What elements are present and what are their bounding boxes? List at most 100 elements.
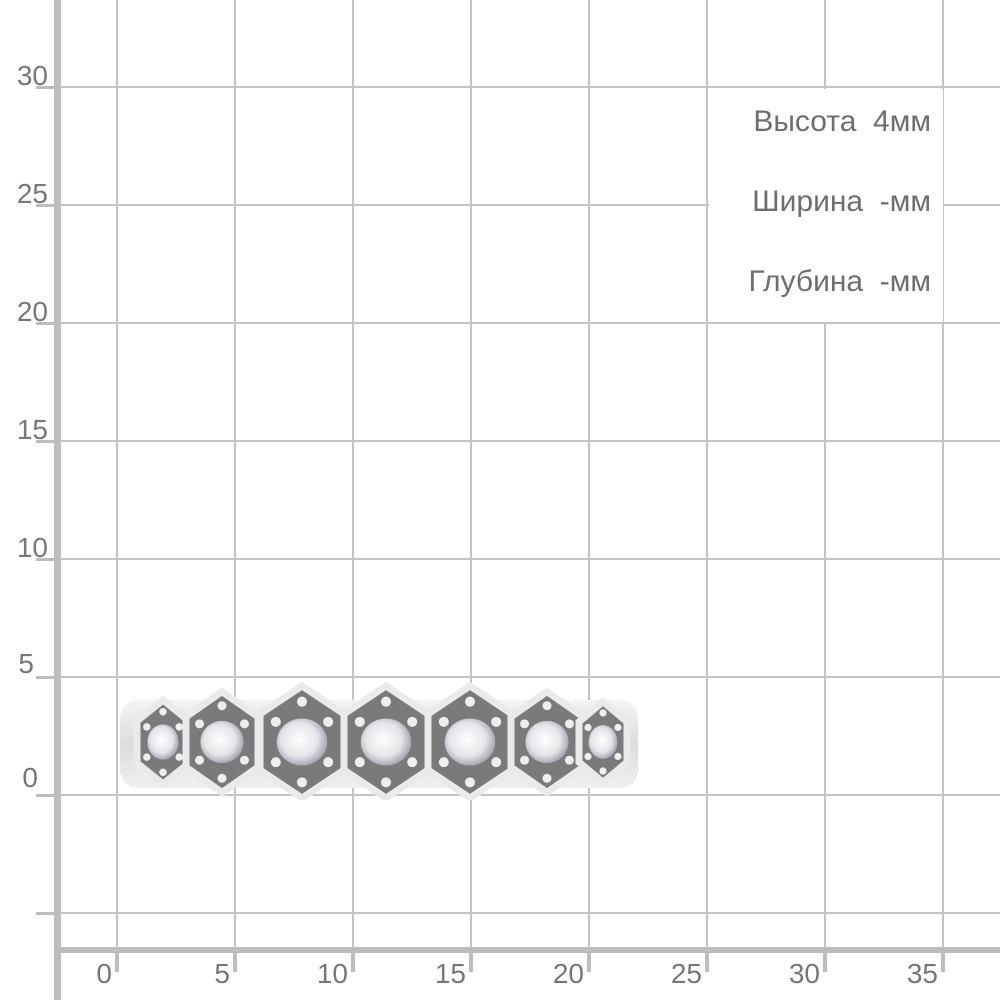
y-tick bbox=[36, 558, 56, 561]
x-label: 30 bbox=[788, 958, 820, 989]
prong bbox=[270, 757, 281, 768]
y-tick bbox=[36, 204, 56, 207]
grid-line-vertical bbox=[234, 0, 236, 950]
width-dimension: Ширина -мм bbox=[752, 185, 931, 218]
x-tick bbox=[823, 950, 827, 972]
prong bbox=[143, 723, 151, 731]
prong bbox=[217, 773, 227, 783]
x-label: 0 bbox=[96, 958, 112, 989]
prong bbox=[297, 696, 307, 707]
prong bbox=[270, 716, 281, 727]
grid-line-horizontal bbox=[58, 912, 1000, 914]
prong bbox=[491, 757, 502, 768]
prong bbox=[614, 752, 622, 761]
prong bbox=[297, 777, 307, 788]
stone bbox=[360, 718, 412, 766]
prong bbox=[195, 755, 205, 765]
x-label: 5 bbox=[214, 958, 230, 989]
x-tick bbox=[351, 950, 355, 972]
y-label: 30 bbox=[16, 60, 48, 91]
prong bbox=[159, 768, 167, 776]
prong bbox=[564, 719, 574, 729]
x-tick bbox=[233, 950, 237, 972]
y-axis bbox=[54, 0, 61, 1000]
prong bbox=[465, 777, 475, 788]
x-axis bbox=[54, 947, 1000, 953]
y-tick bbox=[36, 676, 56, 679]
y-label: 20 bbox=[16, 296, 48, 327]
grid-line-horizontal bbox=[58, 86, 1000, 88]
x-tick bbox=[941, 950, 945, 972]
prong bbox=[438, 716, 449, 727]
prong bbox=[175, 723, 183, 731]
dimensions-panel: Высота 4мм Ширина -мм Глубина -мм bbox=[709, 89, 943, 322]
grid-line-horizontal bbox=[58, 794, 1000, 796]
grid-line-vertical bbox=[116, 0, 118, 950]
y-label: 15 bbox=[16, 414, 48, 445]
stone bbox=[588, 725, 618, 759]
prong bbox=[354, 716, 365, 727]
y-label: 25 bbox=[16, 178, 48, 209]
prong bbox=[381, 777, 391, 788]
prong bbox=[491, 716, 502, 727]
y-tick bbox=[36, 440, 56, 443]
grid-line-vertical bbox=[588, 0, 590, 950]
grid-line-horizontal bbox=[58, 558, 1000, 560]
x-label: 15 bbox=[434, 958, 466, 989]
prong bbox=[159, 708, 167, 716]
y-label: 10 bbox=[16, 532, 48, 563]
prong bbox=[584, 723, 592, 732]
prong bbox=[542, 773, 552, 783]
grid-line-vertical bbox=[706, 0, 708, 950]
y-tick bbox=[36, 912, 56, 915]
prong bbox=[465, 696, 475, 707]
prong bbox=[584, 752, 592, 761]
x-tick bbox=[115, 950, 119, 972]
y-tick bbox=[36, 794, 56, 797]
prong bbox=[407, 757, 418, 768]
x-tick bbox=[587, 950, 591, 972]
grid-line-horizontal bbox=[58, 440, 1000, 442]
x-tick bbox=[705, 950, 709, 972]
y-tick bbox=[36, 86, 56, 89]
y-tick bbox=[36, 322, 56, 325]
prong bbox=[239, 755, 249, 765]
prong bbox=[195, 719, 205, 729]
prong bbox=[564, 755, 574, 765]
height-dimension: Высота 4мм bbox=[753, 105, 931, 138]
stone bbox=[200, 720, 244, 764]
x-tick bbox=[469, 950, 473, 972]
prong bbox=[323, 716, 334, 727]
y-label: 0 bbox=[22, 762, 38, 793]
prong bbox=[542, 701, 552, 711]
grid-line-vertical bbox=[470, 0, 472, 950]
prong bbox=[143, 753, 151, 761]
stone bbox=[147, 724, 179, 760]
x-label: 10 bbox=[316, 958, 348, 989]
stone bbox=[525, 720, 569, 764]
stone bbox=[444, 718, 496, 766]
grid-line-horizontal bbox=[58, 676, 1000, 678]
grid-line-vertical bbox=[942, 0, 944, 950]
grid-line-vertical bbox=[824, 0, 826, 950]
prong bbox=[438, 757, 449, 768]
prong bbox=[217, 701, 227, 711]
prong bbox=[520, 719, 530, 729]
prong bbox=[323, 757, 334, 768]
prong bbox=[354, 757, 365, 768]
prong bbox=[407, 716, 418, 727]
depth-dimension: Глубина -мм bbox=[748, 265, 931, 298]
prong bbox=[599, 767, 607, 775]
grid-line-horizontal bbox=[58, 322, 1000, 324]
x-label: 25 bbox=[670, 958, 702, 989]
prong bbox=[614, 723, 622, 732]
x-label: 20 bbox=[552, 958, 584, 989]
x-label: 35 bbox=[906, 958, 938, 989]
prong bbox=[520, 755, 530, 765]
y-label: 5 bbox=[18, 648, 34, 679]
grid-line-horizontal bbox=[58, 204, 1000, 206]
prong bbox=[175, 753, 183, 761]
prong bbox=[239, 719, 249, 729]
prong bbox=[599, 709, 607, 717]
